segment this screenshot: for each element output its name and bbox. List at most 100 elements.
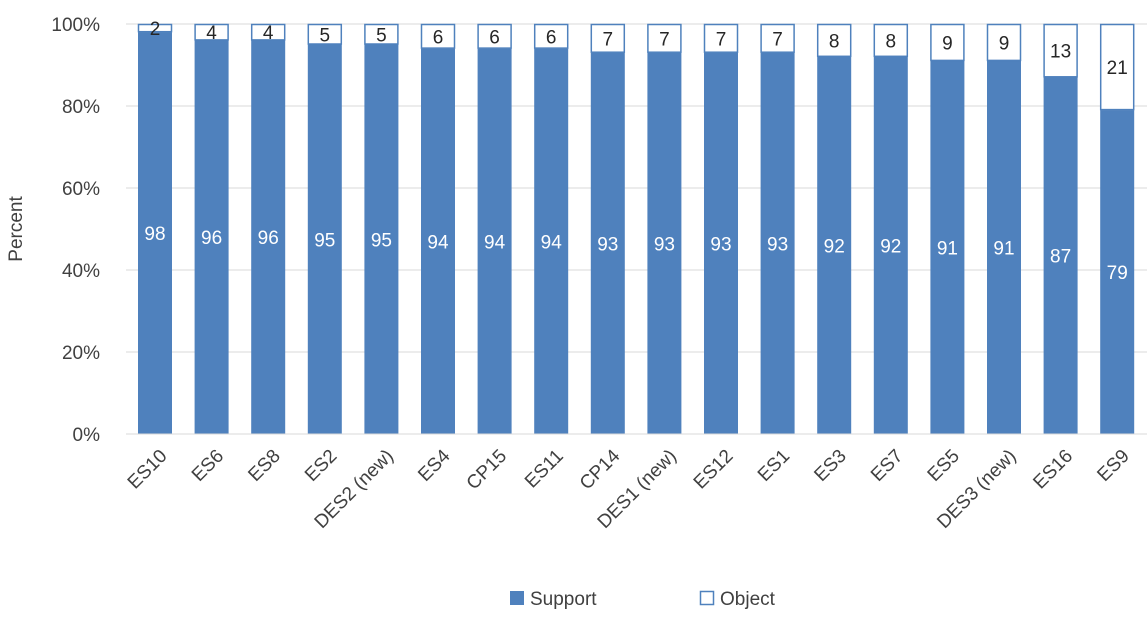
- x-tick-label: ES16: [1029, 446, 1077, 494]
- bar-object: [533, 23, 569, 49]
- y-tick-label: 20%: [62, 343, 100, 364]
- bar-object: [647, 23, 682, 53]
- bar-support: [590, 52, 625, 434]
- data-label-object: 2: [150, 19, 161, 40]
- data-label-object: 13: [1050, 42, 1071, 63]
- y-tick-label: 40%: [62, 261, 100, 282]
- bar-support: [930, 60, 965, 435]
- data-label-support: 93: [597, 234, 618, 255]
- data-label-object: 7: [772, 29, 783, 50]
- data-label-object: 5: [376, 25, 387, 46]
- x-tick-label: ES4: [414, 445, 455, 486]
- bar-support: [421, 48, 455, 434]
- data-label-support: 98: [144, 224, 165, 245]
- legend: Support Object: [510, 589, 776, 610]
- x-tick-label: CP15: [463, 446, 511, 494]
- bar-support: [704, 52, 738, 434]
- data-label-support: 96: [258, 228, 279, 249]
- data-label-support: 91: [993, 238, 1014, 259]
- bar-support: [364, 44, 399, 434]
- bar-support: [817, 56, 852, 435]
- y-tick-label: 0%: [73, 425, 101, 446]
- data-label-support: 94: [541, 232, 563, 253]
- data-label-support: 94: [427, 232, 449, 253]
- data-label-support: 95: [371, 230, 392, 251]
- x-tick-label: ES1: [754, 446, 794, 486]
- data-label-object: 5: [320, 25, 331, 46]
- bar-support: [307, 44, 342, 434]
- bars: [137, 23, 1135, 435]
- data-label-support: 92: [880, 236, 901, 257]
- x-tick-label: ES8: [244, 446, 284, 486]
- data-label-object: 6: [433, 27, 444, 48]
- data-label-object: 8: [829, 31, 840, 52]
- data-label-object: 7: [603, 29, 614, 50]
- x-tick-label: ES5: [924, 446, 964, 486]
- data-label-object: 4: [206, 23, 217, 44]
- data-label-support: 93: [710, 234, 731, 255]
- bar-object: [986, 23, 1022, 62]
- x-tick-label: ES10: [124, 446, 172, 494]
- x-tick-label: ES2: [301, 446, 341, 486]
- bar-object: [760, 23, 795, 53]
- bar-support: [873, 56, 908, 435]
- bar-object: [1099, 23, 1135, 111]
- y-axis-title: Percent: [6, 196, 27, 262]
- data-label-object: 4: [263, 23, 274, 44]
- data-label-object: 8: [886, 31, 897, 52]
- bar-object: [930, 23, 965, 62]
- bar-support: [647, 52, 682, 434]
- data-label-support: 87: [1050, 247, 1071, 268]
- y-tick-label: 100%: [51, 15, 100, 36]
- legend-swatch-support: [510, 591, 524, 605]
- data-label-support: 94: [484, 232, 506, 253]
- data-label-object: 7: [659, 29, 670, 50]
- bar-object: [703, 23, 739, 53]
- data-label-support: 79: [1107, 263, 1128, 284]
- data-label-object: 6: [546, 27, 557, 48]
- bar-support: [534, 48, 569, 434]
- bar-object: [420, 23, 456, 49]
- data-label-support: 95: [314, 230, 335, 251]
- legend-label-support: Support: [530, 589, 597, 610]
- data-label-object: 9: [999, 33, 1010, 54]
- bar-object: [873, 23, 909, 58]
- y-tick-label: 80%: [62, 97, 100, 118]
- bar-support: [987, 60, 1021, 435]
- bar-object: [816, 23, 852, 58]
- bar-support: [1043, 77, 1078, 435]
- data-label-support: 93: [654, 234, 675, 255]
- bar-support: [251, 40, 286, 435]
- bar-object: [194, 23, 229, 41]
- x-tick-label: ES9: [1093, 446, 1133, 486]
- x-tick-label: ES6: [188, 446, 228, 486]
- x-tick-label: CP14: [576, 445, 625, 494]
- data-label-object: 6: [489, 27, 500, 48]
- y-tick-label: 60%: [62, 179, 100, 200]
- data-label-support: 91: [937, 238, 958, 259]
- legend-label-object: Object: [720, 589, 776, 610]
- bar-object: [307, 23, 343, 45]
- bar-object: [137, 23, 173, 33]
- bar-object: [477, 23, 512, 49]
- data-label-object: 7: [716, 29, 727, 50]
- x-tick-label: ES12: [690, 446, 738, 494]
- data-label-support: 93: [767, 234, 788, 255]
- bar-object: [1043, 23, 1078, 78]
- bar-support: [194, 40, 229, 435]
- x-tick-label: ES3: [810, 446, 850, 486]
- data-label-support: 92: [824, 236, 845, 257]
- x-tick-label: ES11: [521, 446, 568, 493]
- legend-swatch-object: [699, 590, 715, 606]
- data-label-object: 21: [1107, 58, 1128, 79]
- data-label-support: 96: [201, 228, 222, 249]
- bar-support: [477, 48, 512, 434]
- bar-support: [760, 52, 795, 434]
- x-tick-label: ES7: [867, 446, 907, 486]
- data-labels: 9829649649559559469469469379379379379289…: [144, 19, 1127, 284]
- bar-object: [364, 23, 399, 45]
- bar-support: [1100, 110, 1135, 434]
- data-label-object: 9: [942, 33, 953, 54]
